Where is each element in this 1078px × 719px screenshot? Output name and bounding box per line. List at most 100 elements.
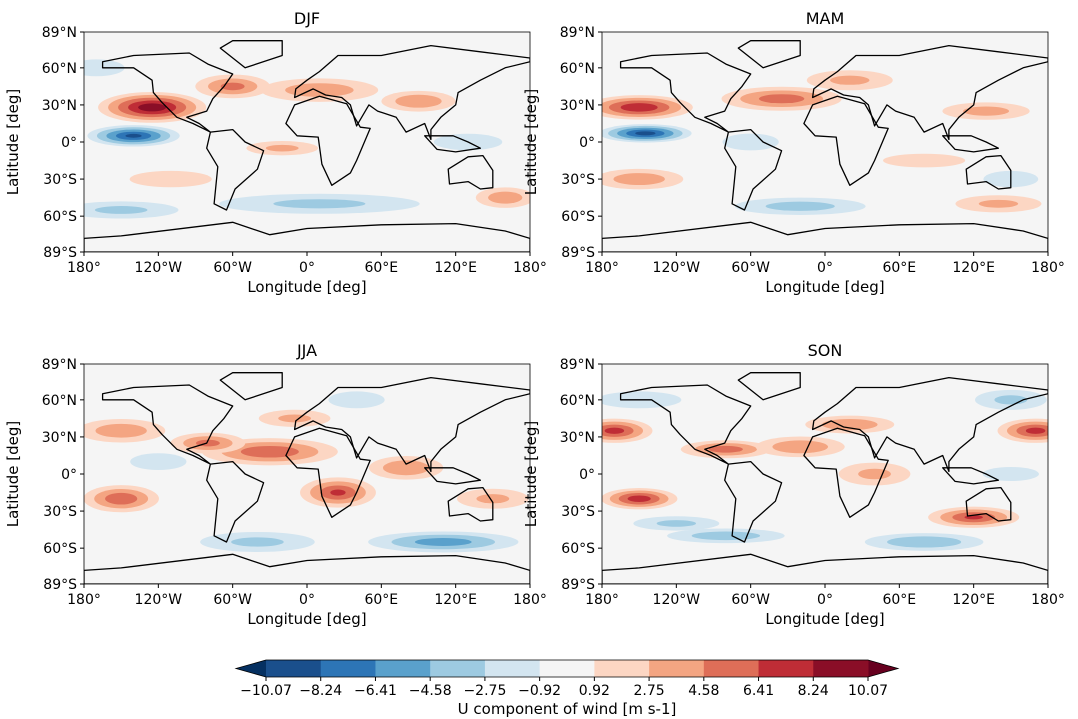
- colorbar-tick-label: 4.58: [688, 683, 719, 699]
- x-tick-label: 60°E: [364, 592, 398, 608]
- coastline-africa: [803, 427, 889, 518]
- x-tick-label: 120°E: [434, 592, 477, 608]
- y-axis-label: Latitude [deg]: [4, 89, 22, 195]
- contour-fill: [130, 453, 187, 471]
- y-axis-label: Latitude [deg]: [4, 421, 22, 527]
- colorbar-bin: [649, 660, 705, 677]
- colorbar-tick-label: 6.41: [743, 683, 774, 699]
- coastline-australia: [965, 154, 1012, 190]
- coastline-africa: [285, 95, 371, 186]
- y-tick-label: 0°: [61, 467, 77, 483]
- plot-area: [602, 32, 1048, 252]
- contour-fill: [887, 536, 962, 548]
- contour-fill: [330, 489, 346, 496]
- colorbar-label: U component of wind [m s-1]: [458, 700, 677, 718]
- colorbar-tick-label: −4.58: [409, 683, 452, 699]
- colorbar-bin: [703, 660, 760, 677]
- contour-fill: [758, 94, 805, 104]
- coastline-antarctica: [84, 221, 530, 252]
- coastline-africa: [803, 95, 889, 186]
- x-tick-label: 180°: [67, 260, 101, 276]
- colorbar-bin: [813, 660, 869, 677]
- coastline-south-america: [206, 128, 265, 211]
- y-axis-label: Latitude [deg]: [522, 421, 540, 527]
- contour-fill: [273, 199, 366, 209]
- x-axis-label: Longitude [deg]: [765, 278, 884, 296]
- contour-fill: [231, 537, 284, 547]
- x-axis-label: Longitude [deg]: [247, 610, 366, 628]
- y-tick-label: 89°S: [43, 245, 77, 261]
- y-tick-label: 60°N: [42, 393, 77, 409]
- x-tick-label: 120°E: [952, 592, 995, 608]
- contour-fill: [620, 103, 658, 112]
- contour-fill: [488, 191, 523, 204]
- coastline-maritime-continent: [424, 467, 482, 485]
- contour-fill: [138, 103, 167, 112]
- panel-title: DJF: [294, 9, 320, 28]
- colorbar-tick-label: −6.41: [354, 683, 397, 699]
- coastline-maritime-continent: [424, 135, 482, 153]
- coastline-south-america: [724, 460, 783, 543]
- y-tick-label: 30°S: [43, 504, 77, 520]
- y-tick-label: 30°N: [560, 98, 595, 114]
- plot-area: [84, 364, 530, 584]
- x-tick-label: 120°W: [653, 260, 701, 276]
- x-tick-label: 180°: [67, 592, 101, 608]
- y-tick-label: 60°N: [42, 61, 77, 77]
- contour-fill: [656, 520, 697, 527]
- y-tick-label: 30°N: [560, 430, 595, 446]
- x-tick-label: 60°E: [882, 592, 916, 608]
- contour-fill: [883, 153, 966, 168]
- colorbar-tick-label: 10.07: [848, 683, 888, 699]
- colorbar-bin: [375, 660, 431, 677]
- contour-fill: [613, 173, 665, 186]
- x-tick-label: 180°: [513, 260, 547, 276]
- y-tick-label: 89°S: [561, 245, 595, 261]
- coastline-antarctica: [602, 553, 1048, 584]
- coastline-south-america: [724, 128, 783, 211]
- y-tick-label: 89°N: [560, 357, 595, 373]
- y-tick-label: 89°N: [560, 25, 595, 41]
- x-tick-label: 120°W: [135, 260, 183, 276]
- coastline-greenland: [219, 40, 283, 69]
- x-tick-label: 60°W: [213, 260, 252, 276]
- x-tick-label: 180°: [585, 260, 619, 276]
- colorbar-over-arrow: [868, 660, 898, 677]
- coastline-antarctica: [84, 553, 530, 584]
- contour-fill: [978, 199, 1019, 208]
- x-tick-label: 0°: [299, 592, 315, 608]
- panel-title: SON: [808, 341, 843, 360]
- y-tick-label: 89°S: [561, 577, 595, 593]
- background-fill: [602, 32, 1048, 252]
- colorbar-tick-label: −2.75: [463, 683, 506, 699]
- contour-fill: [722, 133, 779, 151]
- coastline-greenland: [219, 372, 283, 401]
- colorbar-under-arrow: [236, 660, 266, 677]
- y-tick-label: 89°N: [42, 25, 77, 41]
- y-tick-label: 30°S: [43, 172, 77, 188]
- contour-fill: [265, 144, 299, 152]
- contour-fill: [94, 206, 148, 214]
- coastline-north-america: [619, 384, 752, 465]
- coastline-maritime-continent: [942, 467, 1000, 485]
- y-tick-label: 89°N: [42, 357, 77, 373]
- y-tick-label: 60°S: [561, 209, 595, 225]
- colorbar-tick-label: 0.92: [579, 683, 610, 699]
- y-tick-label: 30°S: [561, 504, 595, 520]
- contour-fill: [708, 445, 743, 453]
- coastline-australia: [965, 486, 1012, 522]
- y-tick-label: 30°N: [42, 430, 77, 446]
- contour-fill: [604, 427, 625, 434]
- contour-fill: [821, 419, 878, 431]
- contour-fill: [414, 538, 472, 546]
- x-tick-label: 60°W: [213, 592, 252, 608]
- contour-fill: [858, 468, 891, 480]
- colorbar-bin: [320, 660, 376, 677]
- contour-fill: [635, 131, 656, 136]
- x-tick-label: 180°: [1031, 592, 1065, 608]
- coastline-greenland: [737, 40, 801, 69]
- coastline-africa: [285, 427, 371, 518]
